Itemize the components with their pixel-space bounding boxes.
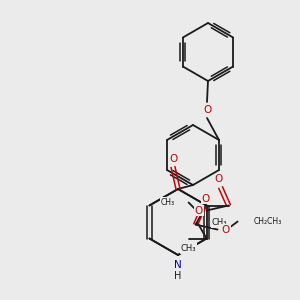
Text: CH₃: CH₃: [181, 244, 196, 253]
Text: O: O: [194, 206, 203, 215]
Text: O: O: [203, 105, 211, 115]
Text: O: O: [169, 154, 177, 164]
Text: O: O: [221, 225, 230, 235]
Text: O: O: [214, 175, 223, 184]
Text: CH₃: CH₃: [160, 198, 175, 207]
Text: N: N: [174, 260, 182, 270]
Text: CH₃: CH₃: [212, 218, 227, 227]
Text: H: H: [174, 271, 182, 281]
Text: CH₂CH₃: CH₂CH₃: [254, 217, 282, 226]
Text: O: O: [202, 194, 210, 204]
